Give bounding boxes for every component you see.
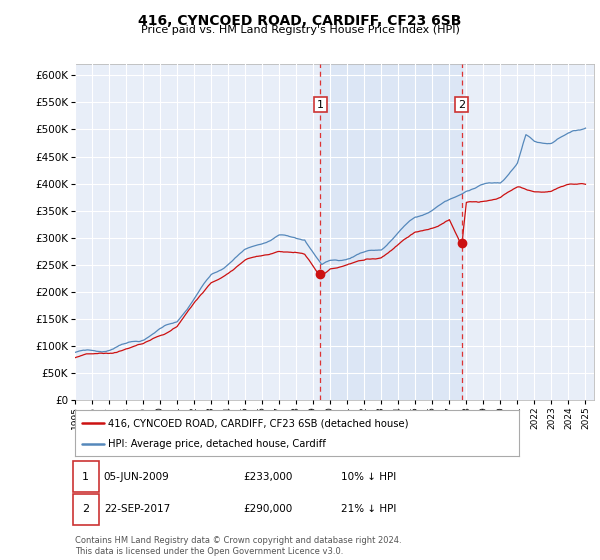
Text: 2: 2	[82, 505, 89, 515]
Text: 1: 1	[82, 472, 89, 482]
Text: £290,000: £290,000	[244, 505, 293, 515]
Text: 22-SEP-2017: 22-SEP-2017	[104, 505, 170, 515]
Text: £233,000: £233,000	[244, 472, 293, 482]
Text: 2: 2	[458, 100, 465, 110]
Text: Price paid vs. HM Land Registry's House Price Index (HPI): Price paid vs. HM Land Registry's House …	[140, 25, 460, 35]
FancyBboxPatch shape	[73, 494, 98, 525]
Bar	[320, 64, 461, 400]
Text: 416, CYNCOED ROAD, CARDIFF, CF23 6SB (detached house): 416, CYNCOED ROAD, CARDIFF, CF23 6SB (de…	[108, 418, 409, 428]
Text: 416, CYNCOED ROAD, CARDIFF, CF23 6SB: 416, CYNCOED ROAD, CARDIFF, CF23 6SB	[139, 14, 461, 28]
Text: 10% ↓ HPI: 10% ↓ HPI	[341, 472, 397, 482]
Text: 21% ↓ HPI: 21% ↓ HPI	[341, 505, 397, 515]
Text: 1: 1	[317, 100, 324, 110]
Text: 05-JUN-2009: 05-JUN-2009	[104, 472, 170, 482]
FancyBboxPatch shape	[73, 461, 98, 492]
Text: HPI: Average price, detached house, Cardiff: HPI: Average price, detached house, Card…	[108, 438, 326, 449]
Text: Contains HM Land Registry data © Crown copyright and database right 2024.
This d: Contains HM Land Registry data © Crown c…	[75, 536, 401, 556]
